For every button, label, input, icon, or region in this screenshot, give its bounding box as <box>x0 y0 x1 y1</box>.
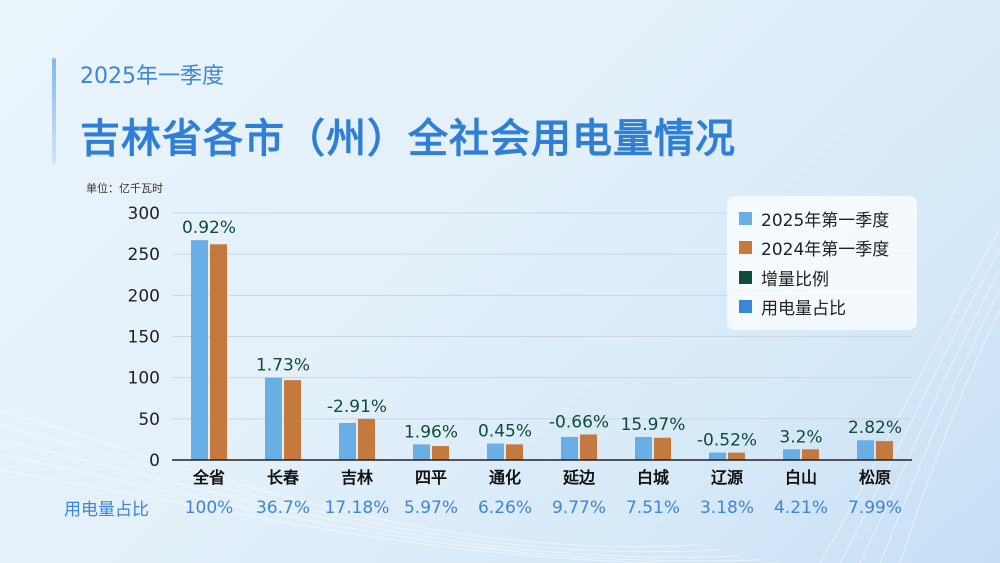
x-tick-label: 通化 <box>489 468 521 487</box>
bar-2025 <box>487 444 504 460</box>
growth-label: 1.73% <box>256 356 310 376</box>
legend-swatch-2025 <box>739 212 752 225</box>
growth-label: 1.96% <box>404 422 458 442</box>
x-tick-label: 四平 <box>415 468 447 487</box>
bar-2024 <box>654 438 671 460</box>
bar-2025 <box>857 440 874 460</box>
share-label: 5.97% <box>404 498 458 518</box>
bar-2025 <box>413 444 430 460</box>
bar-2024 <box>284 380 301 460</box>
x-tick-label: 松原 <box>859 468 891 487</box>
y-tick-label: 250 <box>128 245 160 265</box>
bar-2025 <box>709 453 726 460</box>
bar-2025 <box>191 240 208 460</box>
bar-2024 <box>876 441 893 460</box>
share-label: 100% <box>185 498 234 518</box>
bar-2025 <box>339 423 356 460</box>
legend-swatch-growth <box>739 271 752 284</box>
legend-swatch-share <box>739 300 752 313</box>
bar-2025 <box>635 437 652 460</box>
x-tick-label: 延边 <box>562 468 596 487</box>
bar-2024 <box>358 419 375 460</box>
share-label: 36.7% <box>256 498 310 518</box>
chart-legend: 2025年第一季度 2024年第一季度 增量比例 用电量占比 <box>727 196 917 330</box>
x-tick-label: 吉林 <box>341 468 373 487</box>
share-label: 7.99% <box>848 498 902 518</box>
legend-swatch-2024 <box>739 241 752 254</box>
bar-2025 <box>561 437 578 460</box>
share-label: 4.21% <box>774 498 828 518</box>
share-label: 17.18% <box>325 498 390 518</box>
y-tick-label: 200 <box>128 286 160 306</box>
growth-label: -2.91% <box>327 397 387 417</box>
legend-item-growth: 增量比例 <box>739 265 829 290</box>
bar-2024 <box>210 244 227 460</box>
growth-label: 0.92% <box>182 218 236 238</box>
y-tick-label: 0 <box>149 451 160 471</box>
growth-label: 0.45% <box>478 422 532 442</box>
growth-label: 15.97% <box>621 415 686 435</box>
y-tick-label: 100 <box>128 369 160 389</box>
legend-label-share: 用电量占比 <box>761 294 846 319</box>
x-tick-label: 白城 <box>637 468 669 487</box>
share-row-label: 用电量占比 <box>64 495 149 520</box>
legend-item-2025: 2025年第一季度 <box>739 206 889 231</box>
bar-2024 <box>802 449 819 460</box>
bar-2024 <box>506 444 523 460</box>
share-label: 6.26% <box>478 498 532 518</box>
share-label: 3.18% <box>700 498 754 518</box>
x-tick-label: 全省 <box>192 468 225 487</box>
growth-label: 2.82% <box>848 418 902 438</box>
legend-item-share: 用电量占比 <box>739 294 846 319</box>
y-tick-label: 150 <box>128 328 160 348</box>
bar-2024 <box>580 434 597 460</box>
y-tick-label: 300 <box>128 204 160 224</box>
legend-label-growth: 增量比例 <box>761 265 829 290</box>
bar-2025 <box>783 449 800 460</box>
legend-label-2024: 2024年第一季度 <box>761 235 889 260</box>
x-tick-label: 辽源 <box>711 468 743 487</box>
y-tick-label: 50 <box>138 410 160 430</box>
legend-item-2024: 2024年第一季度 <box>739 235 889 260</box>
growth-label: 3.2% <box>779 427 822 447</box>
growth-label: -0.52% <box>697 431 757 451</box>
growth-label: -0.66% <box>549 412 609 432</box>
share-label: 9.77% <box>552 498 606 518</box>
legend-label-2025: 2025年第一季度 <box>761 206 889 231</box>
bar-2024 <box>432 446 449 460</box>
bar-2025 <box>265 378 282 460</box>
x-tick-label: 白山 <box>785 468 817 487</box>
share-label: 7.51% <box>626 498 680 518</box>
bar-2024 <box>728 453 745 460</box>
x-tick-label: 长春 <box>267 468 300 487</box>
